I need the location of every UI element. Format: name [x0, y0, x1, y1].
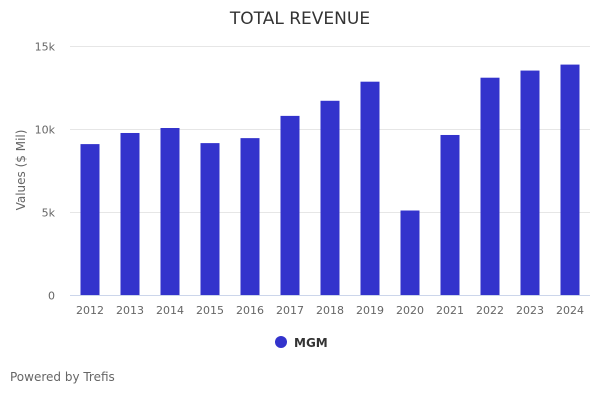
bar-2016[interactable]	[240, 138, 260, 295]
x-tick-label: 2016	[236, 304, 264, 317]
x-tick-label: 2020	[396, 304, 424, 317]
y-tick-label: 15k	[35, 41, 56, 54]
y-axis-label: Values ($ Mil)	[14, 130, 28, 211]
bar-2022[interactable]	[480, 77, 500, 296]
legend-marker-icon	[275, 336, 287, 348]
x-tick-label: 2012	[76, 304, 104, 317]
legend[interactable]: MGM	[275, 336, 328, 350]
legend-label-mgm[interactable]: MGM	[294, 336, 328, 350]
bar-2013[interactable]	[120, 132, 140, 295]
bar-2012[interactable]	[80, 144, 100, 295]
y-tick-label: 0	[48, 290, 55, 303]
bar-2018[interactable]	[320, 100, 340, 295]
x-tick-label: 2017	[276, 304, 304, 317]
x-tick-label: 2023	[516, 304, 544, 317]
x-tick-label: 2018	[316, 304, 344, 317]
x-tick-label: 2014	[156, 304, 184, 317]
x-tick-label: 2015	[196, 304, 224, 317]
bar-2017[interactable]	[280, 115, 300, 295]
bar-2023[interactable]	[520, 70, 540, 296]
y-tick-label: 5k	[42, 207, 56, 220]
x-tick-label: 2022	[476, 304, 504, 317]
bar-2024[interactable]	[560, 64, 580, 295]
chart-title: TOTAL REVENUE	[229, 9, 370, 29]
x-tick-label: 2021	[436, 304, 464, 317]
bar-2021[interactable]	[440, 134, 460, 295]
bars	[80, 64, 580, 296]
y-tick-label: 10k	[35, 124, 56, 137]
bar-2020[interactable]	[400, 210, 420, 295]
x-tick-label: 2013	[116, 304, 144, 317]
powered-by-credit[interactable]: Powered by Trefis	[10, 370, 115, 384]
bar-2015[interactable]	[200, 143, 220, 295]
bar-2014[interactable]	[160, 128, 180, 295]
x-tick-label: 2024	[556, 304, 584, 317]
y-axis-ticks: 0 5k 10k 15k	[35, 41, 56, 303]
x-tick-label: 2019	[356, 304, 384, 317]
x-axis-ticks: 2012 2013 2014 2015 2016 2017 2018 2019 2020 2021…	[76, 304, 584, 317]
bar-2019[interactable]	[360, 81, 380, 295]
